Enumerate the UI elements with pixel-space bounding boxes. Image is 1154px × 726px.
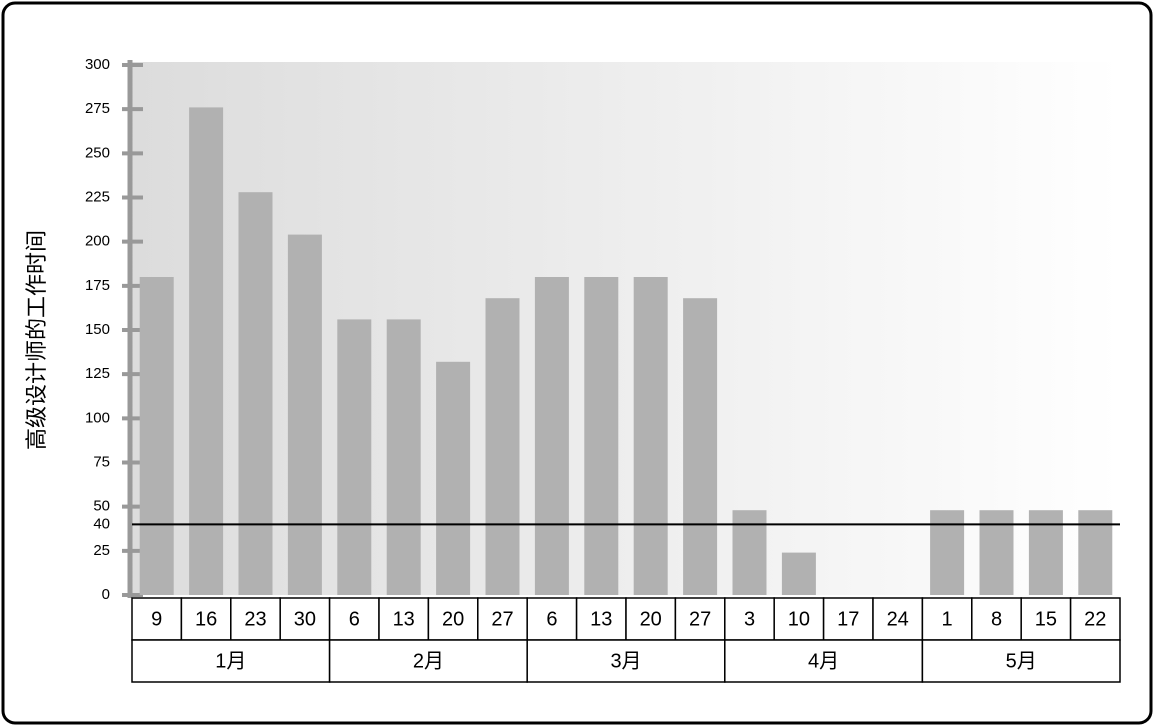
group-label: 1月 [215,650,246,672]
y-tick-label: 0 [102,586,110,603]
category-cell [230,597,281,641]
x-tick-label: 1 [942,608,953,630]
y-tick-label: 125 [85,365,110,382]
bar [1028,510,1063,595]
y-tick-label: 25 [93,542,110,559]
y-tick-label: 250 [85,144,110,161]
x-tick-label: 13 [590,608,612,630]
category-cell [724,597,775,641]
category-cell [477,597,528,641]
group-cell [526,639,726,683]
group-label: 4月 [808,650,839,672]
x-tick-label: 8 [991,608,1002,630]
x-tick-label: 22 [1084,608,1106,630]
x-tick-label: 3 [744,608,755,630]
bar [584,277,619,595]
reference-label: 40 [93,515,110,532]
bar [386,319,421,595]
y-tick-label: 175 [85,277,110,294]
category-cell [971,597,1022,641]
x-tick-label: 24 [887,608,909,630]
bar [633,277,668,595]
bar [238,192,273,595]
bar [979,510,1014,595]
y-tick-label: 50 [93,498,110,515]
x-tick-label: 27 [491,608,513,630]
y-tick-label: 200 [85,233,110,250]
y-tick-label: 300 [85,56,110,73]
x-tick-label: 9 [151,608,162,630]
x-tick-label: 6 [546,608,557,630]
group-label: 3月 [610,650,641,672]
y-tick-label: 100 [85,409,110,426]
x-tick-label: 16 [195,608,217,630]
bar [683,298,718,595]
x-tick-label: 17 [837,608,859,630]
category-cell [921,597,973,641]
bar [485,298,520,595]
y-axis-label: 高级设计师的工作时间 [24,230,49,450]
category-cell [526,597,578,641]
y-tick-label: 150 [85,321,110,338]
category-cell [872,597,924,641]
bar [139,277,174,595]
group-cell [921,639,1121,683]
bar [337,319,372,595]
bar [930,510,965,595]
y-tick-label: 75 [93,453,110,470]
x-tick-label: 15 [1035,608,1057,630]
bar [534,277,569,595]
category-cell [378,597,430,641]
x-tick-label: 10 [788,608,810,630]
bar [1078,510,1113,595]
x-tick-label: 13 [393,608,415,630]
category-cell [1069,597,1121,641]
x-tick-label: 20 [640,608,662,630]
category-cell [427,597,479,641]
bar [189,107,224,596]
bar [781,552,816,595]
bar [732,510,767,595]
y-tick-label: 225 [85,188,110,205]
x-tick-label: 30 [294,608,316,630]
x-tick-label: 27 [689,608,711,630]
x-tick-label: 23 [244,608,266,630]
bar [436,361,471,595]
plot-background [132,62,1120,595]
group-label: 5月 [1006,650,1037,672]
y-tick-label: 275 [85,100,110,117]
x-tick-label: 6 [349,608,360,630]
x-tick-label: 20 [442,608,464,630]
group-cell [328,639,528,683]
group-label: 2月 [413,650,444,672]
bar [287,234,322,595]
